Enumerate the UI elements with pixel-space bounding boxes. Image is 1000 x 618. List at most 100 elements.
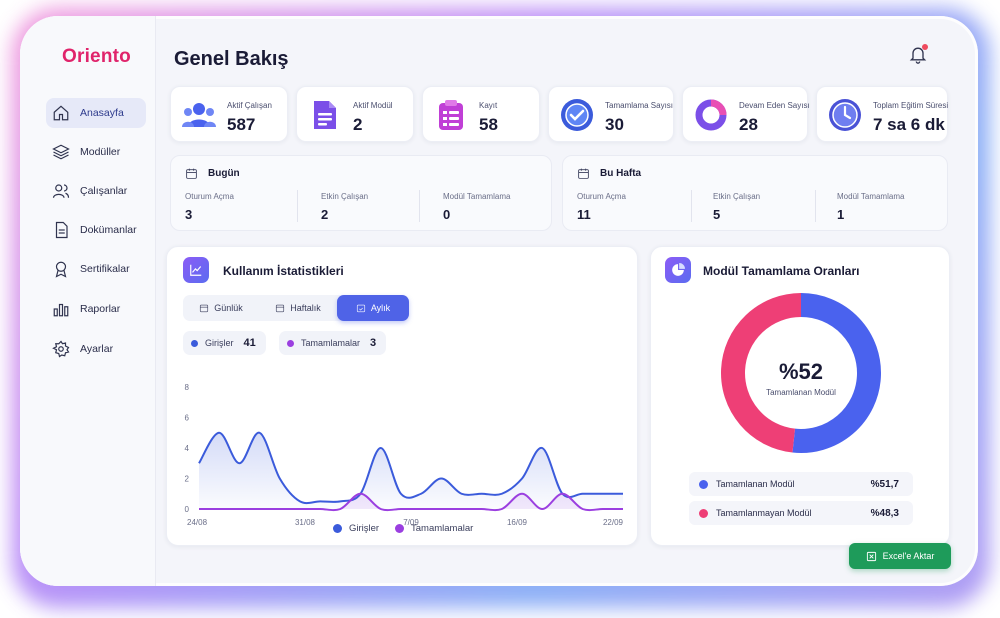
y-tick-label: 0 <box>185 505 190 514</box>
layers-icon <box>52 143 70 161</box>
metric-label: Modül Tamamlama <box>443 192 511 201</box>
tab-aylik[interactable]: Aylık <box>337 295 409 321</box>
metric-value: 0 <box>443 207 451 222</box>
sidebar-item-label: Modüller <box>80 146 121 158</box>
chip-value: 41 <box>243 337 256 349</box>
legend-dot <box>699 508 708 518</box>
certificate-icon <box>52 260 70 278</box>
metric-value: 2 <box>321 207 329 222</box>
metric-etkin-calisan: Etkin Çalışan 5 <box>713 192 760 222</box>
users-icon <box>52 182 70 200</box>
progress-ring-icon <box>693 97 729 133</box>
metric-value: 3 <box>185 207 193 222</box>
metric-modul-tamamlama: Modül Tamamlama 1 <box>837 192 904 222</box>
clipboard-icon <box>433 97 469 133</box>
panel-title: Kullanım İstatistikleri <box>223 264 344 278</box>
completion-panel: Modül Tamamlama Oranları %52 Tamamlanan … <box>650 246 950 546</box>
metric-value: 1 <box>837 207 845 222</box>
tab-haftalik[interactable]: Haftalık <box>259 295 337 321</box>
users-icon <box>181 97 217 133</box>
series-line <box>199 492 623 512</box>
page-title: Genel Bakış <box>174 48 289 70</box>
tab-label: Aylık <box>370 303 391 313</box>
export-excel-button[interactable]: Excel'e Aktar <box>849 543 951 569</box>
legend-dot <box>395 524 404 533</box>
legend-row-tamamlanan: Tamamlanan Modül %51,7 <box>689 472 913 496</box>
stat-value: 28 <box>739 115 758 134</box>
today-summary: Bugün Oturum Açma 3 Etkin Çalışan 2 Modü… <box>170 155 552 231</box>
calendar-icon <box>578 168 589 179</box>
calendar-icon <box>200 304 209 313</box>
tab-gunluk[interactable]: Günlük <box>183 295 259 321</box>
calendar-check-icon <box>356 304 365 313</box>
legend-label: Tamamlanan Modül <box>716 479 795 489</box>
stat-value: 587 <box>227 115 256 134</box>
x-tick-label: 22/09 <box>603 518 624 527</box>
sidebar-item-ayarlar[interactable]: Ayarlar <box>46 334 146 364</box>
export-label: Excel'e Aktar <box>882 551 935 561</box>
document-icon <box>307 97 343 133</box>
legend-label: Girişler <box>349 523 380 534</box>
chip-label: Tamamlamalar <box>301 338 361 348</box>
stat-value: 58 <box>479 115 498 134</box>
tab-label: Haftalık <box>290 303 321 313</box>
legend-label: Tamamlanmayan Modül <box>716 508 812 518</box>
calendar-icon <box>276 304 285 313</box>
stat-card-tamamlama: Tamamlama Sayısı 30 <box>548 86 674 142</box>
series-line <box>198 431 623 505</box>
series-dot <box>191 339 198 347</box>
chip-tamamlamalar: Tamamlamalar 3 <box>279 331 387 355</box>
sidebar-item-label: Ayarlar <box>80 343 114 355</box>
stat-card-egitim-suresi: Toplam Eğitim Süresi 7 sa 6 dk <box>816 86 948 142</box>
notification-dot <box>922 44 928 50</box>
y-tick-label: 2 <box>185 475 190 484</box>
panel-title: Modül Tamamlama Oranları <box>703 264 860 278</box>
x-tick-label: 24/08 <box>187 518 208 527</box>
sidebar-item-raporlar[interactable]: Raporlar <box>46 294 146 324</box>
donut-value: %52 <box>778 359 824 384</box>
donut-slice <box>721 293 802 453</box>
chip-label: Girişler <box>205 338 234 348</box>
pie-chart-icon <box>665 257 691 283</box>
legend-tamamlamalar: Tamamlamalar <box>395 523 473 534</box>
series-area <box>199 432 623 509</box>
divider <box>419 190 420 222</box>
stat-label: Kayıt <box>479 101 498 110</box>
legend-girisler: Girişler <box>333 523 379 534</box>
legend-label: Tamamlamalar <box>411 523 474 534</box>
sidebar-item-anasayfa[interactable]: Anasayfa <box>46 98 146 128</box>
stat-label: Aktif Modül <box>353 101 393 110</box>
summary-title: Bugün <box>208 168 240 179</box>
bell-icon[interactable] <box>908 44 928 64</box>
usage-panel: Kullanım İstatistikleri Günlük Haftalık … <box>166 246 638 546</box>
sidebar-item-sertifikalar[interactable]: Sertifikalar <box>46 254 146 284</box>
spreadsheet-icon <box>866 551 876 561</box>
sidebar-item-calisanlar[interactable]: Çalışanlar <box>46 176 146 206</box>
stat-value: 2 <box>353 115 363 134</box>
metric-label: Oturum Açma <box>577 192 626 201</box>
metric-label: Etkin Çalışan <box>321 192 369 201</box>
metric-value: 5 <box>713 207 721 222</box>
donut-slice <box>792 293 881 453</box>
sidebar-item-moduller[interactable]: Modüller <box>46 137 146 167</box>
legend-row-tamamlanmayan: Tamamlanmayan Modül %48,3 <box>689 501 913 525</box>
bar-chart-icon <box>52 300 70 318</box>
metric-etkin-calisan: Etkin Çalışan 2 <box>321 192 368 222</box>
sidebar-item-dokumanlar[interactable]: Dokümanlar <box>46 215 146 245</box>
metric-label: Etkin Çalışan <box>713 192 761 201</box>
stat-label: Toplam Eğitim Süresi <box>873 101 949 110</box>
donut-center: %52 Tamamlanan Modül <box>741 359 861 397</box>
metric-label: Oturum Açma <box>185 192 234 201</box>
stat-card-aktif-modul: Aktif Modül 2 <box>296 86 414 142</box>
sidebar-item-label: Çalışanlar <box>80 185 128 197</box>
gear-icon <box>52 340 70 358</box>
x-tick-label: 16/09 <box>507 518 528 527</box>
stat-card-devam-eden: Devam Eden Sayısı 28 <box>682 86 810 142</box>
sidebar-item-label: Sertifikalar <box>80 263 130 275</box>
check-badge-icon <box>559 97 595 133</box>
legend-dot <box>333 524 342 533</box>
divider <box>691 190 692 222</box>
legend-dot <box>699 479 708 489</box>
week-summary: Bu Hafta Oturum Açma 11 Etkin Çalışan 5 … <box>562 155 948 231</box>
